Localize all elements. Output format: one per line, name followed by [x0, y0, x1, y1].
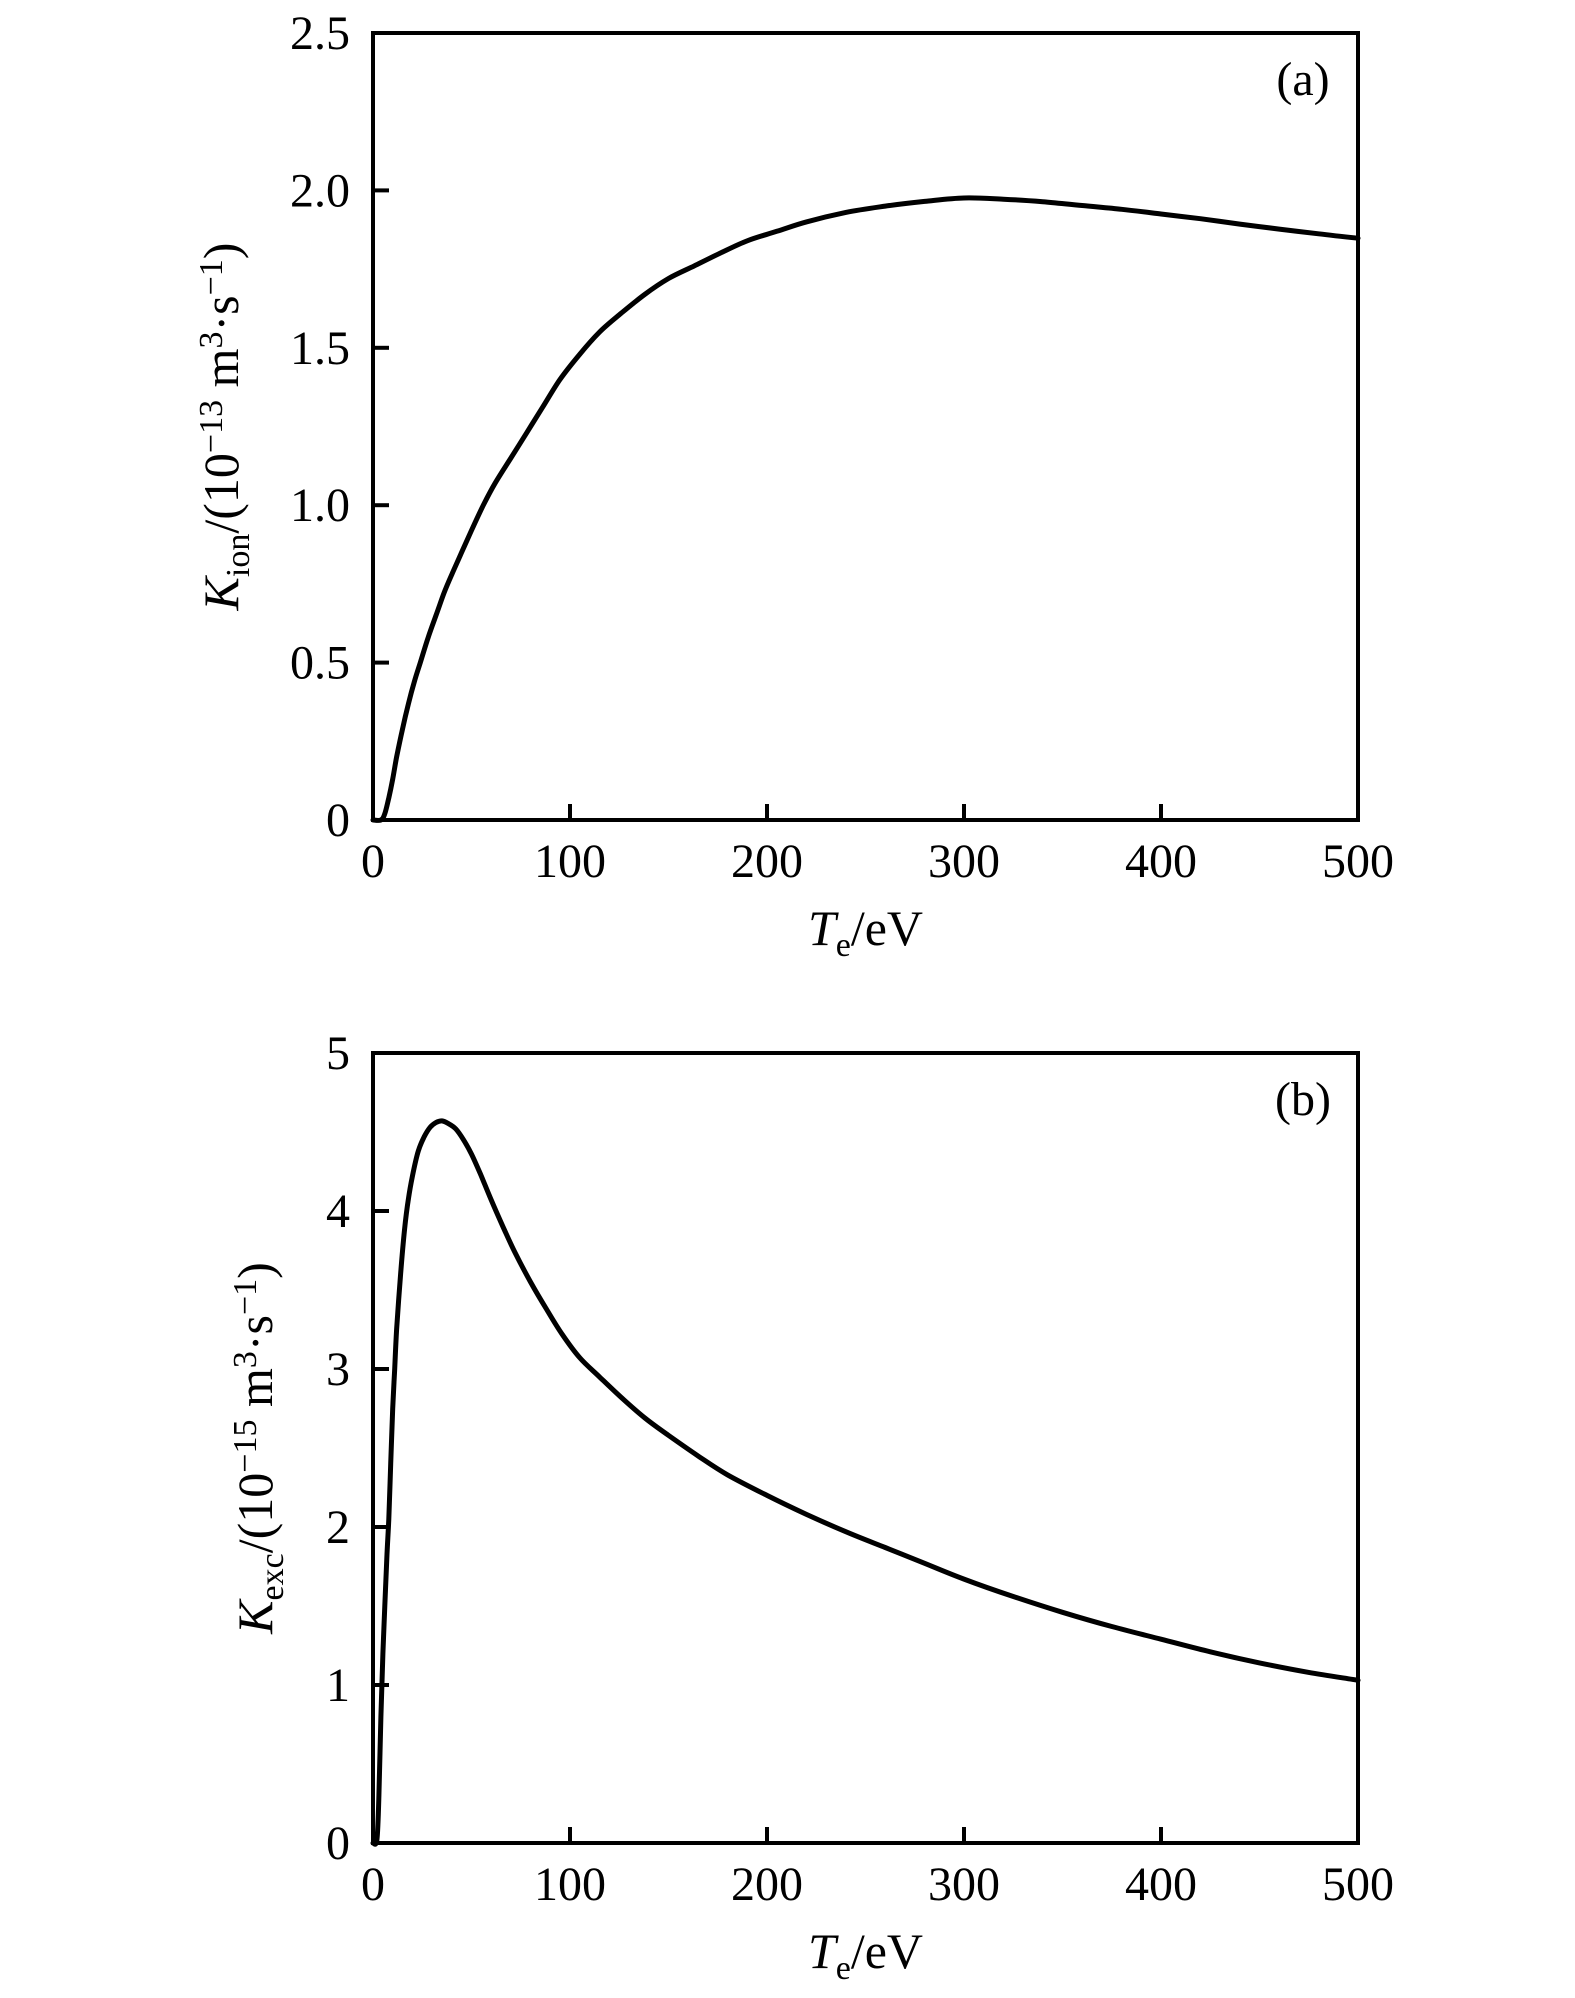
label-part: m	[193, 348, 249, 400]
x-tick-label: 500	[1322, 1858, 1394, 1911]
panel-letter-label: (b)	[1275, 1073, 1331, 1126]
y-tick-label: 0	[326, 1817, 350, 1870]
panel-b: 0 100 200 300 400 500 0 1 2 3 4 5 Te/eV Kexc/(10−15 m…	[227, 1027, 1394, 1987]
x-tick-label: 200	[731, 835, 803, 888]
y-tick-label: 2	[326, 1501, 350, 1554]
y-tick-label: 1.5	[290, 322, 350, 375]
x-tick-label: 0	[361, 835, 385, 888]
x-tick-label: 0	[361, 1858, 385, 1911]
label-part: −1	[227, 1279, 264, 1315]
y-axis-label: Kexc/(10−15 m3·s−1)	[227, 1262, 291, 1635]
label-part: K	[193, 574, 249, 611]
x-tick-label: 100	[534, 835, 606, 888]
x-tick-label: 500	[1322, 835, 1394, 888]
K-exc-curve	[370, 1118, 1361, 1847]
label-part: )	[227, 1262, 283, 1279]
label-part: T	[808, 1923, 839, 1979]
label-part: T	[808, 900, 839, 956]
y-tick-label: 4	[326, 1185, 350, 1238]
K-ion-curve	[370, 195, 1361, 823]
y-tick-label: 0	[326, 794, 350, 847]
x-tick-label: 200	[731, 1858, 803, 1911]
y-tick-label: 5	[326, 1027, 350, 1080]
y-tick-label: 1.0	[290, 479, 350, 532]
y-tick-label: 0.5	[290, 637, 350, 690]
x-tick-label: 100	[534, 1858, 606, 1911]
label-part: −15	[227, 1420, 264, 1473]
label-part: )	[193, 243, 249, 260]
axes-frame	[371, 1051, 1360, 1845]
x-tick-label: 300	[928, 835, 1000, 888]
y-tick-label: 1	[326, 1659, 350, 1712]
x-tick-label: 300	[928, 1858, 1000, 1911]
label-part: /eV	[851, 1923, 923, 1979]
panel-letter-label: (a)	[1276, 53, 1329, 106]
label-part: ·s	[227, 1315, 283, 1351]
label-part: −1	[193, 259, 230, 295]
label-part: e	[836, 1950, 851, 1987]
panel-a: 0 100 200 300 400 500 0 0.5 1.0 1.5 2.0 2.5 Te/eV Kio…	[193, 7, 1394, 964]
label-part: exc	[254, 1553, 291, 1600]
label-part: /eV	[851, 900, 923, 956]
label-part: m	[227, 1368, 283, 1420]
label-part: ion	[220, 534, 257, 577]
axes-frame	[371, 31, 1360, 822]
label-part: /(10	[227, 1473, 283, 1554]
label-part: /(10	[193, 453, 249, 534]
label-part: 3	[227, 1351, 264, 1368]
label-part: −13	[193, 400, 230, 453]
label-part: 3	[193, 332, 230, 349]
y-tick-label: 3	[326, 1343, 350, 1396]
x-axis-label: Te/eV	[808, 1923, 923, 1987]
x-tick-label: 400	[1125, 1858, 1197, 1911]
x-tick-label: 400	[1125, 835, 1197, 888]
x-axis-label: Te/eV	[808, 900, 923, 964]
label-part: ·s	[193, 295, 249, 331]
label-part: K	[227, 1598, 283, 1635]
y-tick-label: 2.0	[290, 164, 350, 217]
y-axis-label: Kion/(10−13 m3·s−1)	[193, 243, 257, 612]
label-part: e	[836, 927, 851, 964]
y-tick-label: 2.5	[290, 7, 350, 60]
